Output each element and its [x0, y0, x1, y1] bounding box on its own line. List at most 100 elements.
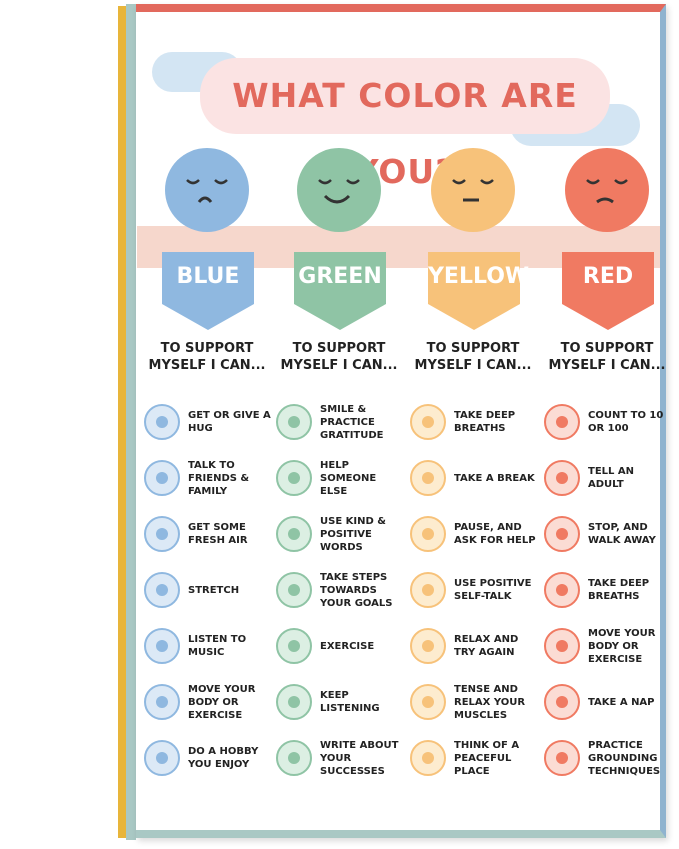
- icon: [276, 460, 312, 496]
- icon-dot: [422, 696, 434, 708]
- item-text: USE POSITIVE SELF-TALK: [454, 578, 532, 602]
- icon: [276, 740, 312, 776]
- action-item: PAUSE, AND ASK FOR HELP: [408, 510, 540, 560]
- item-text: TAKE A BREAK: [454, 472, 535, 484]
- action-item: WRITE ABOUT YOUR SUCCESSES: [274, 734, 406, 784]
- icon-dot: [288, 696, 300, 708]
- banner: BLUE: [162, 252, 254, 330]
- action-item: GET SOME FRESH AIR: [142, 510, 274, 560]
- icon: [410, 684, 446, 720]
- face-circle: [165, 148, 249, 232]
- item-text: TALK TO FRIENDS & FAMILY: [188, 459, 250, 497]
- item-text: TAKE STEPS TOWARDS YOUR GOALS: [320, 571, 393, 609]
- subtitle: TO SUPPORT MYSELF I CAN...: [548, 341, 666, 373]
- icon: [410, 404, 446, 440]
- icon-dot: [556, 528, 568, 540]
- icon: [410, 572, 446, 608]
- mouth: [197, 196, 213, 203]
- action-item: TAKE DEEP BREATHS: [408, 398, 540, 448]
- item-text: TELL AN ADULT: [588, 466, 634, 490]
- column-name: GREEN: [298, 264, 382, 289]
- icon-dot: [556, 696, 568, 708]
- title: WHAT COLOR ARE YOU?: [200, 58, 610, 191]
- icon: [544, 572, 580, 608]
- banner-path: [162, 252, 254, 330]
- item-text: MOVE YOUR BODY OR EXERCISE: [588, 627, 656, 665]
- icon-dot: [422, 752, 434, 764]
- icon-dot: [422, 416, 434, 428]
- icon: [144, 572, 180, 608]
- icon-dot: [556, 640, 568, 652]
- icon-dot: [288, 528, 300, 540]
- action-item: MOVE YOUR BODY OR EXERCISE: [142, 678, 274, 728]
- icon: [410, 516, 446, 552]
- item-text: KEEP LISTENING: [320, 690, 380, 714]
- action-item: TAKE A BREAK: [408, 454, 540, 504]
- item-text: TAKE DEEP BREATHS: [588, 578, 650, 602]
- icon-dot: [422, 472, 434, 484]
- subtitle: TO SUPPORT MYSELF I CAN...: [414, 341, 532, 373]
- action-item: TELL AN ADULT: [542, 454, 674, 504]
- banner: YELLOW: [428, 252, 530, 330]
- item-text: LISTEN TO MUSIC: [188, 634, 247, 658]
- action-item: TAKE DEEP BREATHS: [542, 566, 674, 616]
- icon-dot: [422, 640, 434, 652]
- icon-dot: [156, 472, 168, 484]
- icon-dot: [556, 472, 568, 484]
- item-text: MOVE YOUR BODY OR EXERCISE: [188, 683, 256, 721]
- icon: [144, 740, 180, 776]
- eyes: [318, 179, 360, 185]
- icon-dot: [288, 640, 300, 652]
- banner-path: [562, 252, 654, 330]
- action-item: STOP, AND WALK AWAY: [542, 510, 674, 560]
- icon: [276, 572, 312, 608]
- action-item: USE POSITIVE SELF-TALK: [408, 566, 540, 616]
- icon-dot: [156, 528, 168, 540]
- item-text: USE KIND & POSITIVE WORDS: [320, 515, 386, 553]
- action-item: HELP SOMEONE ELSE: [274, 454, 406, 504]
- icon-dot: [156, 696, 168, 708]
- subtitle: TO SUPPORT MYSELF I CAN...: [280, 341, 398, 373]
- item-text: GET OR GIVE A HUG: [188, 410, 271, 434]
- item-text: HELP SOMEONE ELSE: [320, 459, 377, 497]
- icon-dot: [556, 416, 568, 428]
- column-name: RED: [582, 264, 634, 289]
- item-text: TENSE AND RELAX YOUR MUSCLES: [454, 683, 526, 721]
- face-circle: [431, 148, 515, 232]
- action-item: GET OR GIVE A HUG: [142, 398, 274, 448]
- icon: [276, 684, 312, 720]
- icon-dot: [288, 752, 300, 764]
- icon: [544, 460, 580, 496]
- banner-shape: [562, 252, 654, 330]
- item-text: TAKE DEEP BREATHS: [454, 410, 516, 434]
- item-text: STOP, AND WALK AWAY: [588, 522, 656, 546]
- banner-shape: [162, 252, 254, 330]
- icon-dot: [288, 472, 300, 484]
- item-text: SMILE & PRACTICE GRATITUDE: [320, 403, 384, 441]
- eyes: [186, 179, 228, 185]
- eyes: [452, 179, 494, 185]
- column-name: YELLOW: [428, 264, 530, 289]
- icon: [410, 740, 446, 776]
- icon-dot: [156, 416, 168, 428]
- eyes: [586, 179, 628, 185]
- action-item: SMILE & PRACTICE GRATITUDE: [274, 398, 406, 448]
- column: RED TO SUPPORT MYSELF I CAN... COUNT TO 10…: [540, 0, 674, 849]
- icon: [544, 628, 580, 664]
- item-text: EXERCISE: [320, 640, 375, 652]
- item-text: COUNT TO 10 OR 100: [588, 410, 664, 434]
- icon: [276, 516, 312, 552]
- item-text: GET SOME FRESH AIR: [188, 522, 248, 546]
- action-item: STRETCH: [142, 566, 274, 616]
- icon: [144, 404, 180, 440]
- column-name: BLUE: [176, 264, 240, 289]
- icon-dot: [288, 584, 300, 596]
- face-circle: [565, 148, 649, 232]
- action-item: USE KIND & POSITIVE WORDS: [274, 510, 406, 560]
- action-item: THINK OF A PEACEFUL PLACE: [408, 734, 540, 784]
- item-text: DO A HOBBY YOU ENJOY: [188, 746, 259, 770]
- icon-dot: [156, 640, 168, 652]
- subtitle: TO SUPPORT MYSELF I CAN...: [148, 341, 266, 373]
- item-text: TAKE A NAP: [588, 696, 655, 708]
